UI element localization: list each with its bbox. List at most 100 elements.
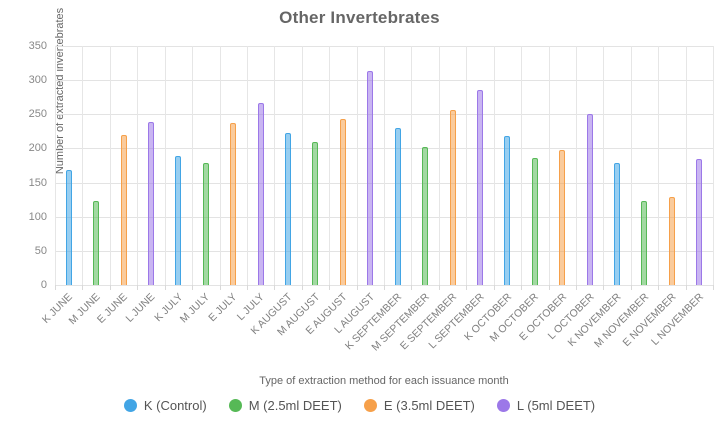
bar-e-october[interactable] bbox=[559, 150, 566, 285]
bar-l-july[interactable] bbox=[257, 102, 264, 285]
legend-item-m[interactable]: M (2.5ml DEET) bbox=[228, 398, 342, 413]
bar-l-august[interactable] bbox=[367, 71, 374, 285]
x-gridline bbox=[301, 46, 303, 285]
bar-m-august[interactable] bbox=[312, 141, 319, 285]
bar-m-july[interactable] bbox=[202, 162, 209, 285]
x-gridline bbox=[192, 46, 194, 285]
legend-swatch-icon bbox=[496, 399, 510, 412]
bar-e-july[interactable] bbox=[230, 123, 237, 285]
bar-e-november[interactable] bbox=[668, 196, 675, 285]
bar-k-august[interactable] bbox=[285, 133, 292, 285]
x-tick-mark bbox=[137, 285, 139, 290]
x-gridline bbox=[82, 46, 84, 285]
x-gridline bbox=[411, 46, 413, 285]
legend-label: K (Control) bbox=[143, 398, 207, 413]
x-tick-mark bbox=[630, 285, 632, 290]
x-gridline bbox=[521, 46, 523, 285]
x-tick-label: M JULY bbox=[177, 291, 213, 326]
x-gridline bbox=[274, 46, 276, 285]
bar-l-june[interactable] bbox=[147, 121, 154, 285]
x-tick-mark bbox=[246, 285, 248, 290]
x-tick-mark bbox=[329, 285, 331, 290]
x-gridline bbox=[603, 46, 605, 285]
x-tick-mark bbox=[411, 285, 413, 290]
x-gridline bbox=[466, 46, 468, 285]
x-gridline bbox=[630, 46, 632, 285]
x-axis-title: Type of extraction method for each issua… bbox=[259, 375, 509, 387]
legend-label: E (3.5ml DEET) bbox=[383, 398, 475, 413]
x-gridline bbox=[356, 46, 358, 285]
x-gridline bbox=[384, 46, 385, 285]
x-tick-mark bbox=[575, 285, 577, 290]
x-gridline bbox=[685, 46, 687, 285]
x-tick-mark bbox=[219, 285, 221, 290]
x-tick-mark bbox=[438, 285, 440, 290]
y-tick-label: 300 bbox=[28, 74, 47, 87]
legend-item-e[interactable]: E (3.5ml DEET) bbox=[363, 398, 475, 413]
x-tick-mark bbox=[466, 285, 468, 290]
bar-m-november[interactable] bbox=[641, 201, 648, 285]
x-tick-label: E JULY bbox=[206, 291, 240, 325]
legend-item-k[interactable]: K (Control) bbox=[123, 398, 207, 413]
bar-l-september[interactable] bbox=[476, 90, 483, 285]
bar-l-october[interactable] bbox=[586, 114, 593, 285]
bar-m-october[interactable] bbox=[531, 158, 538, 285]
legend-swatch-icon bbox=[228, 399, 242, 412]
y-tick-label: 350 bbox=[28, 40, 47, 52]
legend-swatch-icon bbox=[363, 399, 377, 412]
legend-label: L (5ml DEET) bbox=[516, 398, 596, 413]
x-tick-mark bbox=[658, 285, 660, 290]
x-tick-mark bbox=[548, 285, 550, 290]
bar-k-september[interactable] bbox=[394, 127, 401, 285]
x-tick-mark bbox=[109, 285, 111, 290]
x-tick-mark bbox=[274, 285, 276, 290]
x-gridline bbox=[438, 46, 440, 285]
y-tick-label: 100 bbox=[28, 210, 47, 223]
bar-m-june[interactable] bbox=[93, 201, 100, 285]
legend-swatch-icon bbox=[123, 399, 137, 412]
legend-label: M (2.5ml DEET) bbox=[248, 398, 342, 413]
x-gridline bbox=[137, 46, 139, 285]
x-tick-label: E JUNE bbox=[95, 291, 131, 326]
y-tick-label: 150 bbox=[28, 176, 47, 189]
bar-l-november[interactable] bbox=[696, 158, 703, 285]
x-gridline bbox=[575, 46, 577, 285]
x-tick-mark bbox=[384, 285, 385, 290]
x-gridline bbox=[246, 46, 248, 285]
plot-area: Number of extracted invertebrates 0 50 100… bbox=[29, 8, 714, 354]
y-tick-label: 0 bbox=[40, 279, 47, 291]
bar-k-june[interactable] bbox=[65, 169, 72, 285]
x-tick-mark bbox=[521, 285, 523, 290]
x-tick-label: L JUNE bbox=[123, 291, 158, 325]
bar-e-june[interactable] bbox=[120, 134, 127, 285]
bar-k-november[interactable] bbox=[614, 163, 621, 285]
x-gridline bbox=[219, 46, 221, 285]
legend-item-l[interactable]: L (5ml DEET) bbox=[496, 398, 596, 413]
x-gridline bbox=[109, 46, 111, 285]
x-gridline bbox=[658, 46, 660, 285]
bar-m-september[interactable] bbox=[422, 147, 429, 285]
bar-e-august[interactable] bbox=[339, 119, 346, 285]
bar-k-october[interactable] bbox=[504, 136, 511, 285]
x-tick-mark bbox=[493, 285, 495, 290]
x-tick-mark bbox=[82, 285, 84, 290]
y-tick-label: 50 bbox=[34, 244, 47, 257]
x-tick-mark bbox=[713, 285, 714, 290]
x-gridline bbox=[164, 46, 166, 285]
x-tick-mark bbox=[192, 285, 194, 290]
x-tick-mark bbox=[603, 285, 605, 290]
x-gridline bbox=[548, 46, 550, 285]
x-tick-mark bbox=[164, 285, 166, 290]
x-tick-mark bbox=[301, 285, 303, 290]
x-gridline bbox=[713, 46, 714, 285]
x-gridline bbox=[55, 46, 56, 285]
chart-title: Other Invertebrates bbox=[279, 8, 440, 27]
x-gridline bbox=[493, 46, 495, 285]
bar-e-september[interactable] bbox=[449, 109, 456, 285]
x-tick-mark bbox=[356, 285, 358, 290]
bar-k-july[interactable] bbox=[175, 155, 182, 285]
legend: K (Control) M (2.5ml DEET) E (3.5ml DEET) L… bbox=[0, 398, 719, 413]
y-tick-label: 200 bbox=[28, 142, 47, 155]
x-tick-mark bbox=[55, 285, 56, 290]
